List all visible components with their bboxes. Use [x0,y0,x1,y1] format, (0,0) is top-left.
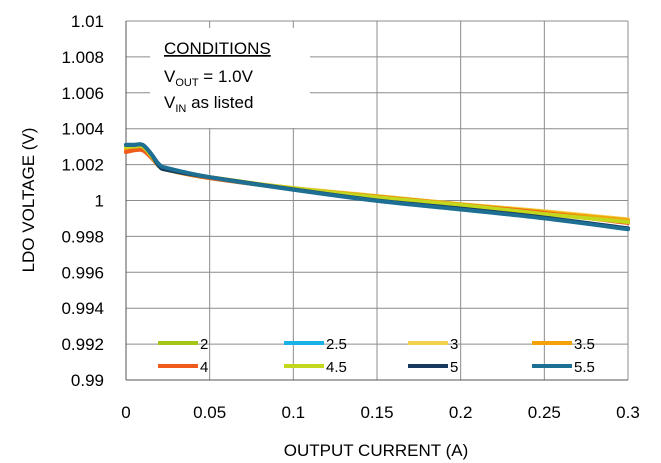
x-tick-label: 0.15 [360,403,393,422]
y-tick-label: 1.002 [61,156,104,175]
x-axis-title: OUTPUT CURRENT (A) [284,441,469,460]
x-tick-label: 0.2 [449,403,473,422]
conditions-box [150,28,310,128]
y-tick-label: 1 [95,192,104,211]
y-tick-label: 1.01 [71,12,104,31]
vin-sub: IN [175,103,186,115]
legend-label-5: 5 [450,359,458,376]
y-tick-label: 0.994 [61,299,104,318]
legend-label-4: 4 [200,359,208,376]
vout-rest: = 1.0V [199,67,254,86]
y-tick-labels: 0.99 0.992 0.994 0.996 0.998 1 1.002 1.004 1.006… [61,12,104,390]
conditions-vin: VIN as listed [164,93,253,115]
y-tick-label: 0.996 [61,263,104,282]
legend-label-2.5: 2.5 [326,336,347,353]
y-tick-label: 1.004 [61,120,104,139]
legend-label-5.5: 5.5 [574,359,595,376]
y-tick-label: 1.008 [61,48,104,67]
legend-label-3: 3 [450,336,458,353]
x-tick-label: 0.05 [193,403,226,422]
series-line-5.5 [124,142,630,232]
y-tick-label: 0.99 [71,371,104,390]
y-tick-label: 1.006 [61,84,104,103]
x-tick-label: 0.25 [528,403,561,422]
x-tick-label: 0.3 [616,403,640,422]
y-tick-label: 0.992 [61,335,104,354]
vout-sub: OUT [175,77,199,89]
legend: 2 2.5 3 3.5 4 4.5 5 5.5 [158,336,595,376]
legend-label-3.5: 3.5 [574,336,595,353]
plot-area [125,21,628,381]
x-tick-labels: 0 0.05 0.1 0.15 0.2 0.25 0.3 [121,403,640,422]
x-tick-label: 0.1 [282,403,306,422]
vin-main: V [164,93,176,112]
legend-label-2: 2 [200,336,208,353]
legend-label-4.5: 4.5 [326,359,347,376]
conditions-heading: CONDITIONS [164,39,271,58]
x-tick-label: 0 [121,403,130,422]
y-axis-title: LDO VOLTAGE (V) [19,128,38,273]
series-lines [124,142,630,232]
y-tick-label: 0.998 [61,227,104,246]
vin-rest: as listed [186,93,253,112]
conditions-vout: VOUT = 1.0V [164,67,254,89]
vout-main: V [164,67,176,86]
